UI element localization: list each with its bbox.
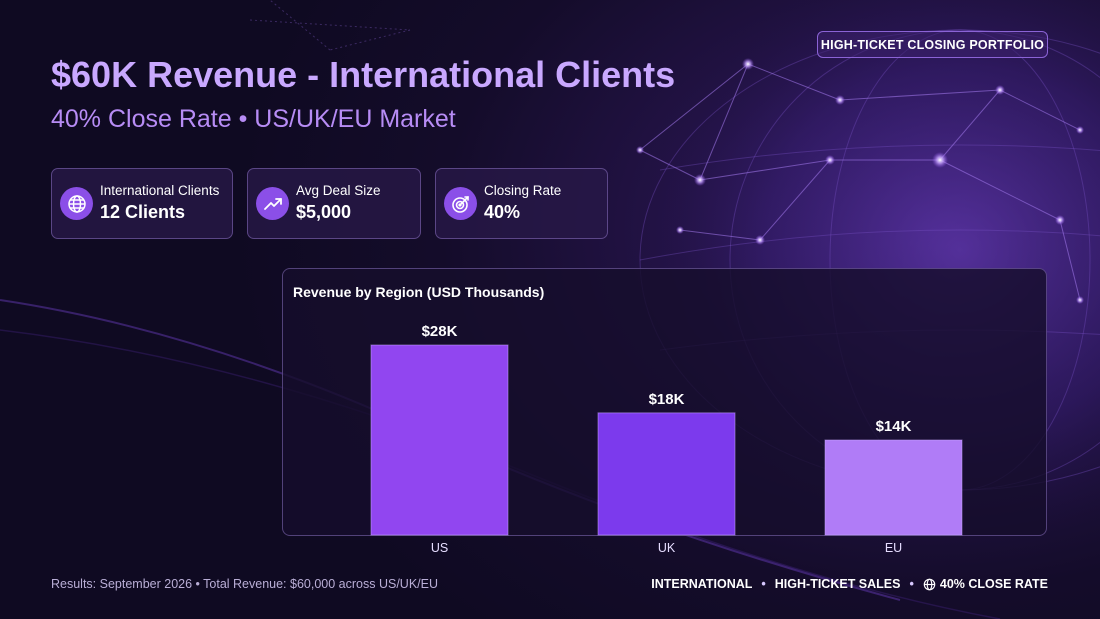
stat-card-clients: International Clients 12 Clients bbox=[51, 168, 233, 239]
footer-tag: INTERNATIONAL bbox=[651, 577, 753, 591]
target-icon bbox=[444, 187, 477, 220]
footer-tag-closing-rate: 40% CLOSE RATE bbox=[923, 577, 1048, 591]
stat-label: International Clients bbox=[100, 183, 220, 198]
footer-summary: Results: September 2026 • Total Revenue:… bbox=[51, 577, 438, 591]
stat-label: Avg Deal Size bbox=[296, 183, 381, 198]
footer-tags: INTERNATIONAL • HIGH-TICKET SALES • 40% … bbox=[651, 577, 1048, 591]
page-subtitle: 40% Close Rate • US/UK/EU Market bbox=[51, 105, 456, 133]
stat-value: 40% bbox=[484, 202, 521, 222]
footer-tag: HIGH-TICKET SALES bbox=[774, 577, 901, 591]
footer-tag: 40% CLOSE RATE bbox=[939, 577, 1048, 591]
globe-icon bbox=[923, 578, 936, 590]
trending-up-icon bbox=[256, 187, 289, 220]
chart-title: Revenue by Region (USD Thousands) bbox=[293, 284, 545, 300]
portfolio-badge: HIGH-TICKET CLOSING PORTFOLIO bbox=[817, 31, 1048, 58]
separator-dot: • bbox=[761, 577, 766, 591]
page-title: $60K Revenue - International Clients bbox=[51, 54, 676, 95]
stat-label: Closing Rate bbox=[484, 183, 562, 198]
stat-value: 12 Clients bbox=[100, 202, 186, 222]
globe-icon bbox=[60, 187, 93, 220]
stat-card-closing-rate: Closing Rate 40% bbox=[435, 168, 608, 239]
chart-panel: Revenue by Region (USD Thousands) bbox=[282, 268, 1047, 536]
separator-dot: • bbox=[909, 577, 914, 591]
stat-value: $5,000 bbox=[296, 202, 352, 222]
stat-card-deal-size: Avg Deal Size $5,000 bbox=[247, 168, 421, 239]
